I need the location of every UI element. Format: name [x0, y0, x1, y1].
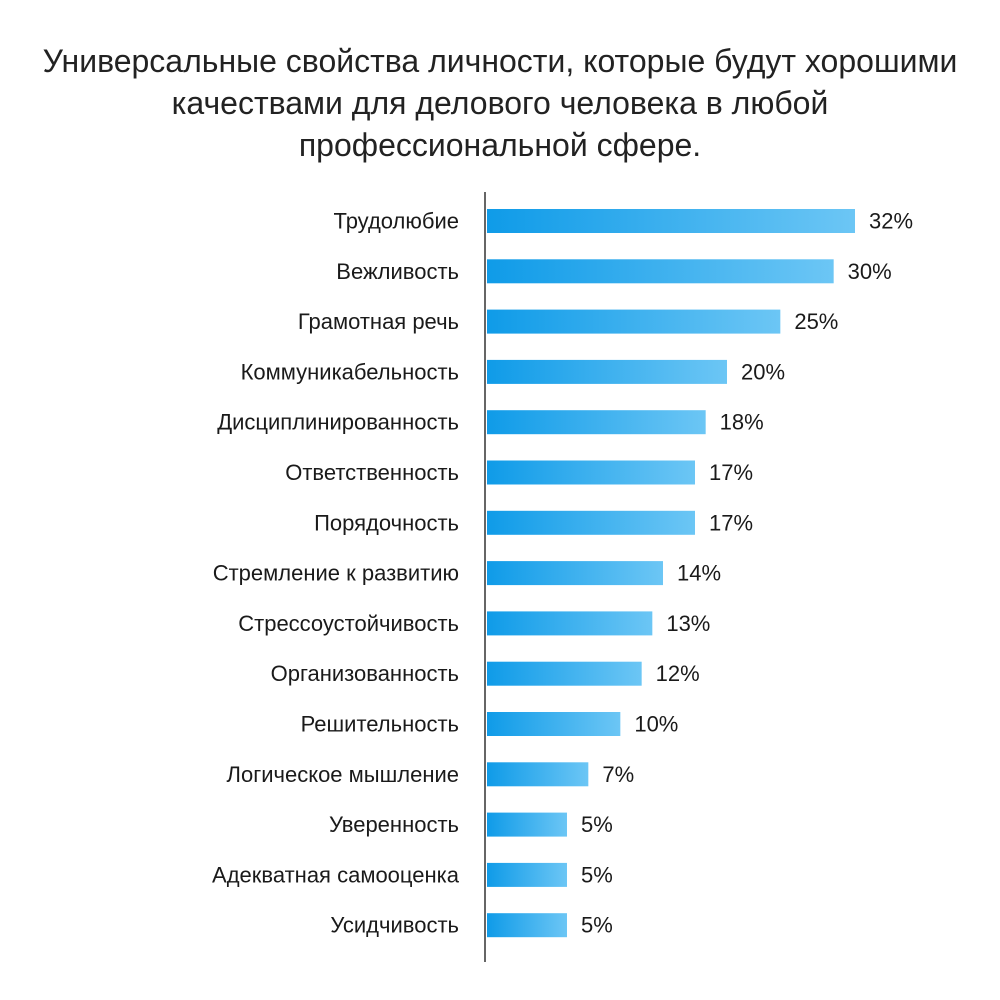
chart-title-line-2: качествами для делового человека в любой [171, 85, 829, 121]
category-label: Ответственность [285, 460, 459, 485]
category-label: Порядочность [314, 510, 459, 535]
bar [487, 410, 706, 435]
category-label: Дисциплинированность [217, 410, 459, 435]
bar [487, 309, 781, 334]
value-label: 10% [634, 712, 678, 737]
value-label: 5% [581, 913, 613, 938]
value-label: 17% [709, 510, 753, 535]
value-label: 7% [602, 762, 634, 787]
value-label: 18% [720, 410, 764, 435]
bar [487, 611, 653, 636]
chart-title-line-3: профессиональной сфере. [298, 127, 702, 163]
category-label: Стрессоустойчивость [238, 611, 459, 636]
bar [487, 359, 727, 384]
bars-group: Трудолюбие 32% Вежливость 30% Грамотная речь… [212, 209, 913, 938]
bar [487, 913, 567, 938]
bar [487, 762, 589, 787]
category-label: Стремление к развитию [213, 561, 459, 586]
bar [487, 209, 855, 233]
bar [487, 862, 567, 887]
bar [487, 661, 642, 686]
category-label: Вежливость [336, 259, 459, 284]
value-label: 5% [581, 812, 613, 837]
bar [487, 561, 663, 586]
category-label: Организованность [271, 661, 459, 686]
value-label: 5% [581, 862, 613, 887]
category-label: Грамотная речь [298, 309, 459, 334]
value-label: 30% [848, 259, 892, 284]
bar [487, 460, 695, 485]
category-label: Коммуникабельность [241, 359, 459, 384]
category-label: Уверенность [329, 812, 459, 837]
value-label: 14% [677, 561, 721, 586]
bar [487, 812, 567, 837]
chart-title-line-1: Универсальные свойства личности, которые… [42, 43, 958, 79]
value-label: 13% [666, 611, 710, 636]
category-label: Логическое мышление [227, 762, 459, 787]
bar [487, 712, 621, 736]
category-label: Адекватная самооценка [212, 862, 460, 887]
category-label: Решительность [301, 712, 459, 737]
bar [487, 259, 834, 284]
value-label: 17% [709, 460, 753, 485]
chart-title: Универсальные свойства личности, которые… [20, 40, 980, 166]
category-label: Усидчивость [330, 913, 459, 938]
bar [487, 510, 695, 535]
value-label: 20% [741, 359, 785, 384]
category-label: Трудолюбие [333, 209, 459, 234]
value-label: 12% [656, 661, 700, 686]
value-label: 32% [869, 209, 913, 234]
value-label: 25% [794, 309, 838, 334]
